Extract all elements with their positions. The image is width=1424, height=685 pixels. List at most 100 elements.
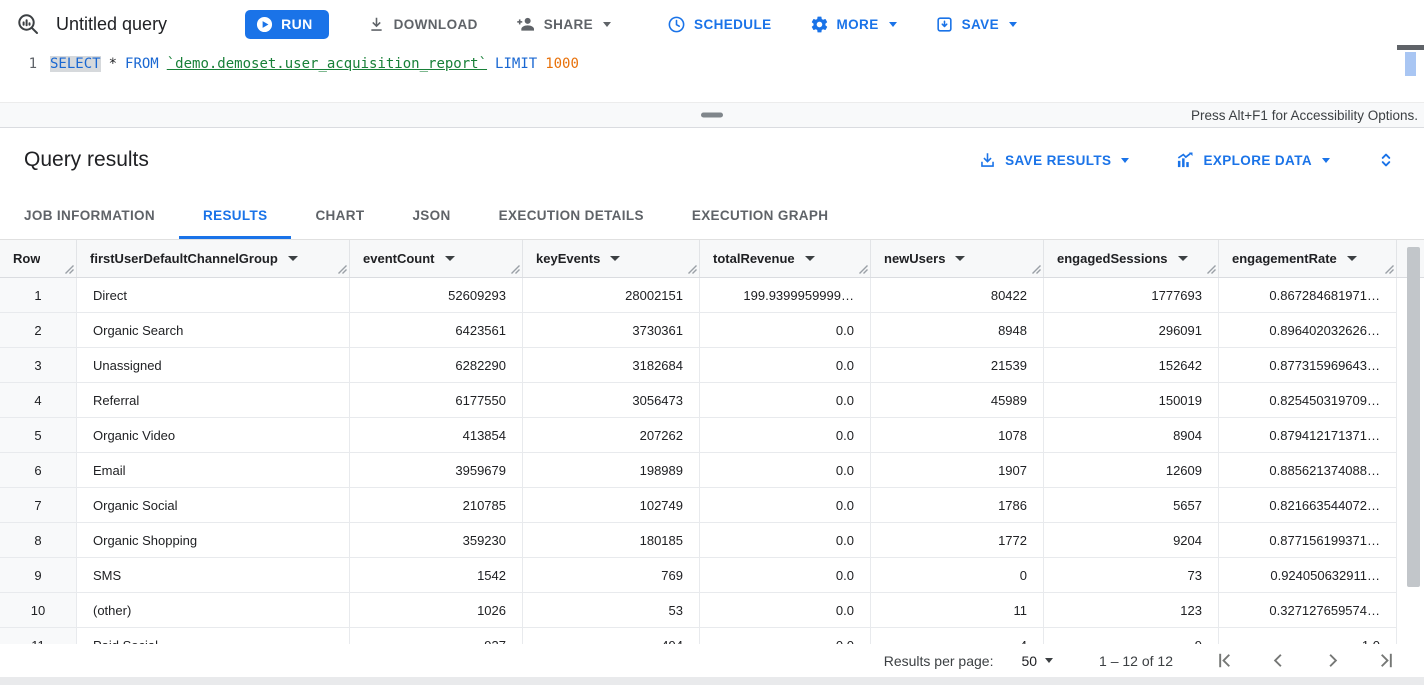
sort-arrow-icon[interactable]	[1346, 256, 1357, 261]
cell-engagementrate: 0.885621374088…	[1219, 453, 1397, 488]
cell-totalrevenue: 0.0	[700, 383, 871, 418]
tab-results[interactable]: RESULTS	[179, 192, 292, 239]
cell-firstuserdefaultchannelgroup: Unassigned	[77, 348, 350, 383]
column-header-row[interactable]: Row	[0, 240, 77, 277]
column-header-firstuserdefaultchannelgroup[interactable]: firstUserDefaultChannelGroup	[77, 240, 350, 277]
cell-engagementrate: 0.825450319709…	[1219, 383, 1397, 418]
sql-table-reference-link[interactable]: `demo.demoset.user_acquisition_report`	[166, 56, 488, 72]
save-button[interactable]: SAVE	[935, 15, 1017, 34]
sql-star: *	[108, 56, 118, 72]
horizontal-scrollbar-track[interactable]	[0, 677, 1424, 685]
expand-results-button[interactable]	[1376, 150, 1396, 170]
schedule-button[interactable]: SCHEDULE	[667, 15, 771, 34]
column-label: engagementRate	[1232, 251, 1337, 266]
query-results-title: Query results	[24, 148, 149, 171]
column-header-totalrevenue[interactable]: totalRevenue	[700, 240, 871, 277]
tab-execution-graph[interactable]: EXECUTION GRAPH	[691, 208, 829, 223]
cell-eventcount: 6423561	[350, 313, 523, 348]
column-header-eventcount[interactable]: eventCount	[350, 240, 523, 277]
results-table: Row firstUserDefaultChannelGroup eventCoun…	[0, 240, 1424, 644]
cell-engagedsessions: 8904	[1044, 418, 1219, 453]
cell-eventcount: 6177550	[350, 383, 523, 418]
table-row: 8 Organic Shopping 359230 180185 0.0 1772 9204…	[0, 523, 1424, 558]
cell-totalrevenue: 0.0	[700, 313, 871, 348]
cell-newusers: 4	[871, 628, 1044, 644]
column-header-keyevents[interactable]: keyEvents	[523, 240, 700, 277]
next-page-button[interactable]	[1321, 649, 1344, 672]
tab-json[interactable]: JSON	[412, 208, 451, 223]
save-results-button[interactable]: SAVE RESULTS	[978, 151, 1130, 170]
panel-resize-handle[interactable]	[701, 112, 723, 118]
table-scrollbar-thumb[interactable]	[1407, 247, 1420, 587]
column-resize-grip[interactable]	[65, 265, 74, 274]
cell-newusers: 45989	[871, 383, 1044, 418]
cell-engagedsessions: 9	[1044, 628, 1219, 644]
cell-keyevents: 3056473	[523, 383, 700, 418]
table-row: 7 Organic Social 210785 102749 0.0 1786 5657 0.…	[0, 488, 1424, 523]
column-resize-grip[interactable]	[1032, 265, 1041, 274]
column-resize-grip[interactable]	[511, 265, 520, 274]
cell-newusers: 1786	[871, 488, 1044, 523]
previous-page-button[interactable]	[1267, 649, 1290, 672]
results-tabs: JOB INFORMATION RESULTS CHART JSON EXECUTION…	[0, 192, 1424, 240]
sort-arrow-icon[interactable]	[1177, 256, 1188, 261]
cell-firstuserdefaultchannelgroup: Organic Video	[77, 418, 350, 453]
cell-firstuserdefaultchannelgroup: Paid Social	[77, 628, 350, 644]
column-resize-grip[interactable]	[859, 265, 868, 274]
column-resize-grip[interactable]	[688, 265, 697, 274]
sql-code-line[interactable]: SELECT * FROM `demo.demoset.user_acquisitio…	[50, 48, 587, 102]
cell-totalrevenue: 0.0	[700, 453, 871, 488]
cell-keyevents: 3182684	[523, 348, 700, 383]
cell-eventcount: 210785	[350, 488, 523, 523]
last-page-button[interactable]	[1375, 649, 1398, 672]
page-size-select[interactable]: 50	[1021, 653, 1054, 669]
column-label: newUsers	[884, 251, 946, 266]
cell-totalrevenue: 199.9399959999…	[700, 278, 871, 313]
download-button[interactable]: DOWNLOAD	[367, 15, 478, 34]
pagination-bar: Results per page: 50 1 – 12 of 12	[0, 644, 1424, 677]
cell-eventcount: 1542	[350, 558, 523, 593]
sort-arrow-icon[interactable]	[955, 256, 966, 261]
sort-arrow-icon[interactable]	[610, 256, 621, 261]
bigquery-query-icon	[16, 12, 40, 36]
cell-engagementrate: 0.867284681971…	[1219, 278, 1397, 313]
more-button[interactable]: MORE	[810, 15, 897, 34]
run-button[interactable]: RUN	[245, 9, 329, 39]
column-resize-grip[interactable]	[1207, 265, 1216, 274]
cell-eventcount: 3959679	[350, 453, 523, 488]
editor-scrollbar-thumb[interactable]	[1405, 52, 1416, 76]
first-page-button[interactable]	[1213, 649, 1236, 672]
column-header-newusers[interactable]: newUsers	[871, 240, 1044, 277]
cell-engagedsessions: 152642	[1044, 348, 1219, 383]
tab-chart[interactable]: CHART	[315, 208, 365, 223]
sort-arrow-icon[interactable]	[287, 256, 298, 261]
table-body: 1 Direct 52609293 28002151 199.9399959999… 80…	[0, 278, 1424, 644]
chevron-down-icon	[1045, 658, 1054, 663]
column-label: totalRevenue	[713, 251, 795, 266]
row-number-cell: 9	[0, 558, 77, 593]
cell-firstuserdefaultchannelgroup: SMS	[77, 558, 350, 593]
tab-execution-details[interactable]: EXECUTION DETAILS	[498, 208, 644, 223]
cell-keyevents: 53	[523, 593, 700, 628]
table-row: 4 Referral 6177550 3056473 0.0 45989 150019 0.8…	[0, 383, 1424, 418]
cell-firstuserdefaultchannelgroup: Referral	[77, 383, 350, 418]
column-resize-grip[interactable]	[1385, 265, 1394, 274]
cell-engagementrate: 0.896402032626…	[1219, 313, 1397, 348]
cell-engagedsessions: 5657	[1044, 488, 1219, 523]
tab-job-information[interactable]: JOB INFORMATION	[24, 208, 155, 223]
column-header-engagementrate[interactable]: engagementRate	[1219, 240, 1397, 277]
column-header-engagedsessions[interactable]: engagedSessions	[1044, 240, 1219, 277]
table-row: 1 Direct 52609293 28002151 199.9399959999… 80…	[0, 278, 1424, 313]
column-label: Row	[13, 251, 41, 266]
cell-engagementrate: 0.879412171371…	[1219, 418, 1397, 453]
sql-editor[interactable]: 1 SELECT * FROM `demo.demoset.user_acquisit…	[0, 45, 1424, 102]
share-button[interactable]: SHARE	[516, 14, 612, 34]
cell-firstuserdefaultchannelgroup: Organic Shopping	[77, 523, 350, 558]
explore-data-button[interactable]: EXPLORE DATA	[1175, 150, 1330, 170]
pagination-range: 1 – 12 of 12	[1099, 652, 1173, 669]
column-resize-grip[interactable]	[338, 265, 347, 274]
query-toolbar: Untitled query RUN DOWNLOAD SHARE SCHEDU…	[0, 0, 1424, 48]
sort-arrow-icon[interactable]	[444, 256, 455, 261]
row-number-cell: 6	[0, 453, 77, 488]
sort-arrow-icon[interactable]	[804, 256, 815, 261]
